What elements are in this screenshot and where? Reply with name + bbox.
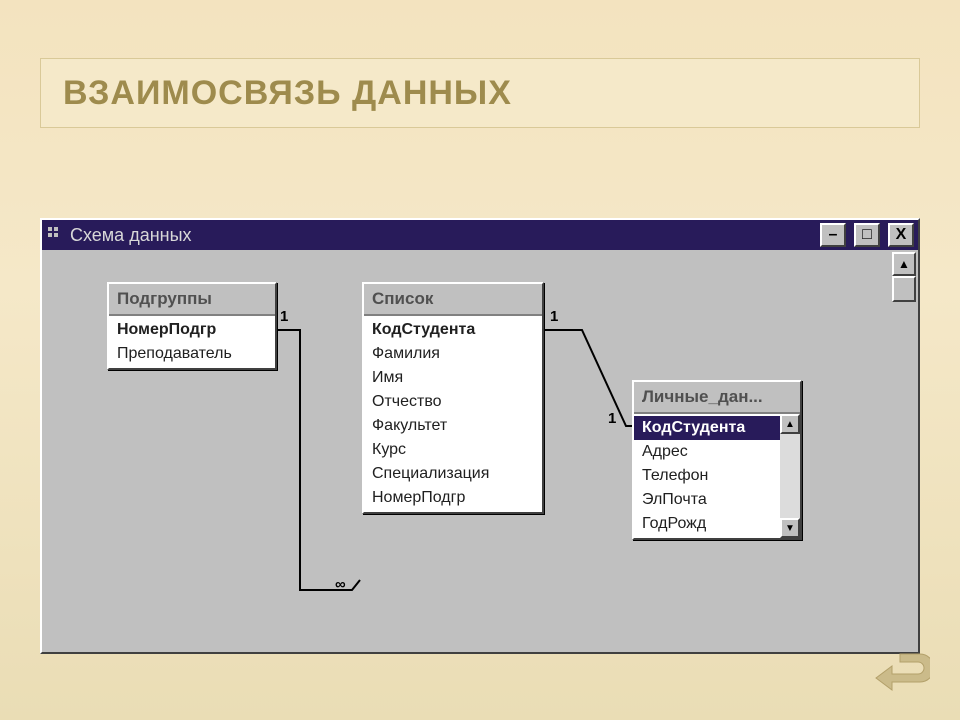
window-titlebar[interactable]: Схема данных – □ X [42, 220, 918, 250]
schema-window: Схема данных – □ X ▲ ПодгруппыНомерПодгр… [40, 218, 920, 654]
table-body: НомерПодгрПреподаватель [109, 316, 275, 368]
window-title: Схема данных [70, 225, 192, 246]
relation-line [277, 330, 360, 590]
table-header[interactable]: Подгруппы [109, 284, 275, 316]
window-body: ▲ ПодгруппыНомерПодгрПреподавательСписок… [42, 250, 918, 652]
field-row[interactable]: ЭлПочта [634, 488, 780, 512]
table-body: КодСтудентаАдресТелефонЭлПочтаГодРожд▲▼ [634, 414, 800, 538]
table-_[interactable]: Личные_дан...КодСтудентаАдресТелефонЭлПо… [632, 380, 802, 540]
scroll-track[interactable] [892, 302, 916, 650]
scroll-down-icon[interactable]: ▼ [780, 518, 800, 538]
field-row[interactable]: Специализация [364, 462, 542, 486]
field-row[interactable]: Факультет [364, 414, 542, 438]
table-header[interactable]: Личные_дан... [634, 382, 800, 414]
scroll-thumb[interactable] [892, 276, 916, 302]
return-icon[interactable] [874, 650, 930, 698]
slide: ВЗАИМОСВЯЗЬ ДАННЫХ Схема данных – □ X ▲ … [0, 0, 960, 720]
relation-cardinality: 1 [280, 308, 288, 325]
scroll-up-icon[interactable]: ▲ [892, 252, 916, 276]
field-row[interactable]: Имя [364, 366, 542, 390]
field-row[interactable]: КодСтудента [634, 416, 780, 440]
field-row[interactable]: Телефон [634, 464, 780, 488]
maximize-button[interactable]: □ [854, 223, 880, 247]
relation-cardinality: 1 [550, 308, 558, 325]
table-header[interactable]: Список [364, 284, 542, 316]
relation-cardinality: 1 [608, 410, 616, 427]
minimize-button[interactable]: – [820, 223, 846, 247]
field-row[interactable]: НомерПодгр [109, 318, 275, 342]
field-row[interactable]: ГодРожд [634, 512, 780, 536]
window-scrollbar-vertical[interactable]: ▲ [892, 252, 916, 650]
field-row[interactable]: Фамилия [364, 342, 542, 366]
scroll-track[interactable] [780, 434, 800, 518]
field-row[interactable]: Преподаватель [109, 342, 275, 366]
relation-line [544, 330, 632, 426]
field-row[interactable]: Отчество [364, 390, 542, 414]
field-row[interactable]: НомерПодгр [364, 486, 542, 510]
table-scrollbar[interactable]: ▲▼ [780, 414, 800, 538]
slide-title-box: ВЗАИМОСВЯЗЬ ДАННЫХ [40, 58, 920, 128]
table-[interactable]: СписокКодСтудентаФамилияИмяОтчествоФакул… [362, 282, 544, 514]
table-[interactable]: ПодгруппыНомерПодгрПреподаватель [107, 282, 277, 370]
slide-title: ВЗАИМОСВЯЗЬ ДАННЫХ [63, 74, 512, 113]
field-row[interactable]: Курс [364, 438, 542, 462]
table-body: КодСтудентаФамилияИмяОтчествоФакультетКу… [364, 316, 542, 512]
system-menu-icon[interactable] [48, 227, 64, 243]
field-row[interactable]: КодСтудента [364, 318, 542, 342]
field-row[interactable]: Адрес [634, 440, 780, 464]
relation-cardinality: ∞ [335, 576, 346, 593]
scroll-up-icon[interactable]: ▲ [780, 414, 800, 434]
close-button[interactable]: X [888, 223, 914, 247]
